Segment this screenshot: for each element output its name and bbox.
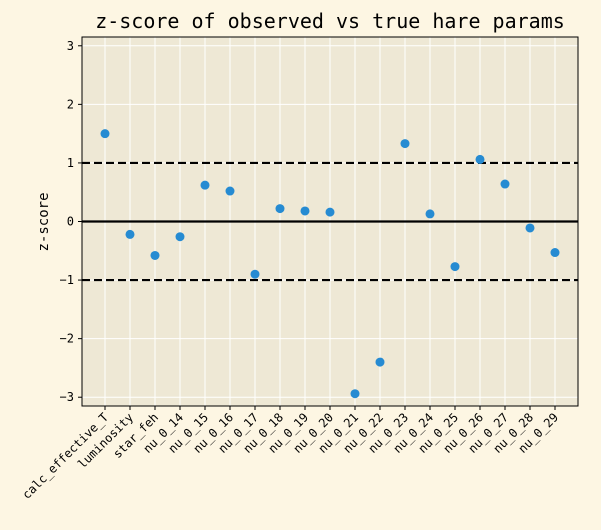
y-tick-label: 3 [67,39,74,53]
data-point [275,204,285,214]
data-point [250,269,260,279]
data-point [300,206,310,216]
data-point [325,207,335,217]
data-point [400,139,410,149]
y-tick-label: −1 [60,273,74,287]
data-points [100,129,560,399]
data-point [225,186,235,196]
chart-title: z-score of observed vs true hare params [95,9,565,33]
y-tick-label: −3 [60,390,74,404]
y-tick-label: 2 [67,97,74,111]
y-tick-label: 0 [67,215,74,229]
data-point [375,357,385,367]
data-point [200,180,210,190]
y-tick-label: 1 [67,156,74,170]
reference-lines [82,161,578,282]
data-point [350,389,360,399]
data-point [450,262,460,272]
data-point [550,248,560,258]
data-point [100,129,110,139]
y-tick-label: −2 [60,332,74,346]
data-point [425,209,435,219]
data-point [125,229,135,239]
data-point [500,179,510,189]
data-point [150,250,160,260]
data-point [475,154,485,164]
data-point [175,232,185,242]
x-axis-ticks: calc_effective_Tluminositystar_fehnu_0_1… [19,406,561,502]
y-axis-label: z-score [36,192,52,251]
y-axis-ticks: −3 −2 −1 0 1 2 3 [60,39,82,404]
data-point [525,223,535,233]
